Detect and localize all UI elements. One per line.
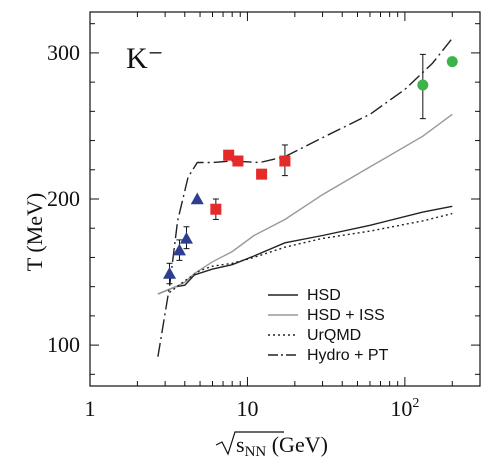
marker-layer bbox=[163, 53, 458, 285]
y-tick-label: 200 bbox=[47, 186, 80, 211]
legend-label: HSD bbox=[307, 287, 341, 304]
data-point-square bbox=[256, 168, 268, 180]
data-point-triangle bbox=[172, 243, 186, 256]
x-axis-title-var: sNN (GeV) bbox=[236, 432, 328, 460]
y-tick-label: 300 bbox=[47, 40, 80, 65]
y-tick-label: 100 bbox=[47, 332, 80, 357]
series-line-hsd-iss bbox=[157, 113, 453, 295]
axis-tick-labels: 1 10 102 100 200 300 bbox=[47, 40, 419, 421]
panel-label: K⁻ bbox=[126, 42, 164, 75]
x-tick-label: 102 bbox=[390, 396, 419, 421]
series-line-hsd bbox=[157, 205, 453, 295]
data-point-triangle bbox=[190, 192, 204, 205]
series-line-urqmd bbox=[169, 212, 453, 294]
data-point-triangle bbox=[163, 267, 177, 279]
data-point-circle bbox=[417, 79, 429, 91]
x-tick-label: 1 bbox=[85, 396, 96, 421]
data-point-circle bbox=[446, 56, 458, 68]
data-point-square bbox=[232, 155, 244, 167]
legend-label: Hydro + PT bbox=[307, 347, 389, 364]
x-tick-label: 10 bbox=[236, 396, 258, 421]
data-point-square bbox=[223, 149, 235, 161]
data-point-square bbox=[279, 155, 291, 167]
series-line-hydro-pt bbox=[157, 37, 453, 357]
series-layer bbox=[157, 37, 453, 357]
y-axis-title: T (MeV) bbox=[22, 193, 47, 271]
radical-sign bbox=[215, 431, 284, 456]
data-point-square bbox=[210, 203, 222, 215]
legend: HSD HSD + ISS UrQMD Hydro + PT bbox=[268, 287, 389, 364]
legend-label: UrQMD bbox=[307, 327, 361, 344]
data-point-triangle bbox=[179, 231, 193, 244]
legend-label: HSD + ISS bbox=[307, 307, 385, 324]
x-axis-title: sNN (GeV) bbox=[215, 431, 328, 460]
axis-ticks bbox=[89, 12, 481, 386]
